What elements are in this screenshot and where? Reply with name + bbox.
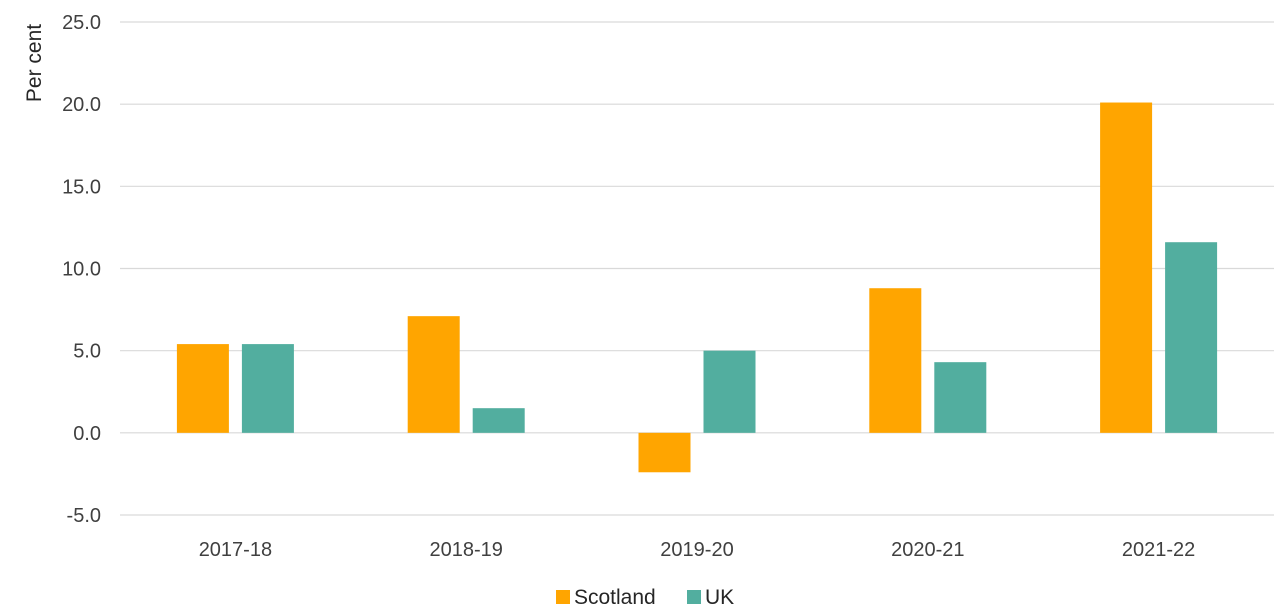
- y-tick-label: 5.0: [73, 341, 101, 363]
- x-tick-label: 2019-20: [660, 539, 733, 561]
- bar-scotland-2021-22: [1100, 102, 1153, 433]
- x-tick-label: 2020-21: [891, 539, 964, 561]
- y-axis-ticks: -5.0 0.0 5.0 10.0 15.0 20.0 25.0: [62, 12, 101, 527]
- x-tick-label: 2021-22: [1122, 539, 1195, 561]
- bar-uk-2019-20: [703, 350, 756, 433]
- y-tick-label: 15.0: [62, 176, 101, 198]
- bar-uk-2020-21: [934, 362, 987, 433]
- legend-swatch-scotland: [556, 590, 570, 604]
- gridlines: [120, 21, 1274, 516]
- x-tick-label: 2018-19: [429, 539, 502, 561]
- bar-uk-2018-19: [472, 408, 525, 433]
- bar-scotland-2018-19: [407, 316, 460, 433]
- bars: [176, 102, 1218, 473]
- bar-scotland-2017-18: [176, 344, 229, 433]
- y-tick-label: 10.0: [62, 259, 101, 281]
- bar-uk-2017-18: [241, 344, 294, 433]
- y-tick-label: 0.0: [73, 423, 101, 445]
- bar-uk-2021-22: [1165, 242, 1218, 433]
- legend-label-uk: UK: [705, 586, 734, 606]
- x-axis-ticks: 2017-18 2018-19 2019-20 2020-21 2021-22: [199, 539, 1196, 561]
- y-tick-label: -5.0: [67, 505, 101, 527]
- legend-label-scotland: Scotland: [574, 586, 656, 606]
- x-tick-label: 2017-18: [199, 539, 272, 561]
- y-tick-label: 20.0: [62, 94, 101, 116]
- bar-scotland-2020-21: [869, 288, 922, 433]
- y-tick-label: 25.0: [62, 12, 101, 34]
- y-axis-label: Per cent: [23, 24, 46, 102]
- legend-swatch-uk: [687, 590, 701, 604]
- bar-scotland-2019-20: [638, 432, 691, 473]
- legend: Scotland UK: [556, 586, 734, 606]
